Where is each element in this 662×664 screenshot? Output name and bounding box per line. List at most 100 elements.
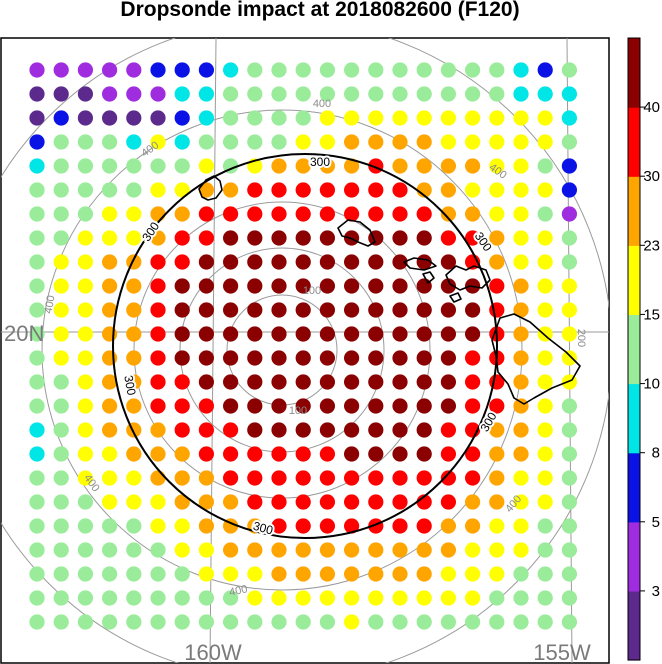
- impact-dot: [416, 86, 432, 102]
- impact-dot: [344, 470, 360, 486]
- impact-dot: [247, 374, 263, 390]
- impact-dot: [271, 230, 287, 246]
- impact-dot: [465, 566, 481, 582]
- impact-dot: [223, 470, 239, 486]
- impact-dot: [77, 62, 93, 78]
- impact-dot: [537, 542, 553, 558]
- impact-dot: [126, 254, 142, 270]
- impact-dot: [198, 446, 214, 462]
- impact-dot: [368, 302, 384, 318]
- impact-dot: [537, 566, 553, 582]
- impact-dot: [440, 422, 456, 438]
- impact-dot: [440, 446, 456, 462]
- impact-dot: [344, 110, 360, 126]
- impact-dot: [319, 158, 335, 174]
- impact-dot: [392, 446, 408, 462]
- impact-dot: [102, 398, 118, 414]
- impact-dot: [29, 398, 45, 414]
- impact-dot: [344, 374, 360, 390]
- impact-dot: [53, 614, 69, 630]
- impact-dot: [489, 206, 505, 222]
- impact-dot: [271, 422, 287, 438]
- impact-dot: [126, 614, 142, 630]
- impact-dot: [392, 590, 408, 606]
- impact-dot: [368, 206, 384, 222]
- impact-dot: [295, 614, 311, 630]
- impact-dot: [561, 62, 578, 78]
- impact-dot: [344, 446, 360, 462]
- impact-dot: [198, 398, 214, 414]
- impact-dot: [295, 350, 311, 366]
- impact-dot: [416, 230, 432, 246]
- impact-dot: [319, 566, 335, 582]
- island-kahoolawe: [449, 292, 462, 303]
- colorbar-tick-label: 23: [643, 237, 660, 254]
- impact-dot: [440, 134, 456, 150]
- ring-label-300-lowleft: 300: [121, 374, 138, 396]
- impact-dot: [198, 230, 214, 246]
- impact-dot: [150, 110, 166, 126]
- impact-dot: [126, 86, 142, 102]
- impact-dot: [223, 302, 239, 318]
- impact-dot: [271, 374, 287, 390]
- impact-dot: [174, 230, 190, 246]
- impact-dot: [392, 422, 408, 438]
- impact-dot: [126, 110, 142, 126]
- impact-dot: [126, 158, 142, 174]
- impact-dot: [53, 518, 69, 534]
- impact-dot: [368, 590, 384, 606]
- impact-dot: [295, 446, 311, 462]
- impact-dot: [198, 254, 214, 270]
- impact-dot: [344, 254, 360, 270]
- impact-dot: [537, 134, 553, 150]
- impact-dot: [344, 158, 360, 174]
- impact-dot: [53, 398, 69, 414]
- impact-dot: [77, 398, 93, 414]
- impact-dot: [489, 158, 505, 174]
- impact-dot: [271, 254, 287, 270]
- impact-dot: [126, 494, 142, 510]
- impact-dot: [150, 614, 166, 630]
- impact-dot: [368, 110, 384, 126]
- impact-dot: [77, 374, 93, 390]
- impact-dot: [223, 254, 239, 270]
- impact-dot: [319, 422, 335, 438]
- impact-dot: [319, 542, 335, 558]
- impact-dot: [271, 398, 287, 414]
- impact-dot: [537, 590, 553, 606]
- colorbar-swatch: [628, 107, 640, 177]
- impact-dot: [465, 302, 481, 318]
- impact-dot: [295, 374, 311, 390]
- impact-dot: [465, 374, 481, 390]
- impact-dot: [53, 470, 69, 486]
- impact-dot: [319, 230, 335, 246]
- impact-dot: [537, 494, 553, 510]
- impact-dot: [416, 542, 432, 558]
- impact-dot: [416, 278, 432, 294]
- impact-dot: [319, 590, 335, 606]
- impact-dot: [513, 590, 529, 606]
- impact-dot: [489, 470, 505, 486]
- impact-dot: [319, 182, 335, 198]
- impact-dot: [537, 422, 553, 438]
- impact-dot: [223, 494, 239, 510]
- impact-dot: [392, 374, 408, 390]
- ring-label-400-bottom: 400: [228, 583, 248, 599]
- impact-dot: [247, 278, 263, 294]
- impact-dot: [561, 254, 578, 270]
- impact-dot: [392, 542, 408, 558]
- impact-dot: [29, 518, 45, 534]
- impact-dot: [126, 590, 142, 606]
- impact-dot: [537, 614, 553, 630]
- impact-dot: [537, 110, 553, 126]
- colorbar-frame: [627, 37, 641, 661]
- impact-dot: [53, 278, 69, 294]
- impact-dot: [223, 398, 239, 414]
- impact-dot: [489, 62, 505, 78]
- impact-dot: [465, 86, 481, 102]
- impact-dot: [271, 350, 287, 366]
- impact-dot: [77, 566, 93, 582]
- ring-label-400-side: 400: [43, 294, 58, 314]
- impact-dot: [344, 86, 360, 102]
- impact-dot: [368, 86, 384, 102]
